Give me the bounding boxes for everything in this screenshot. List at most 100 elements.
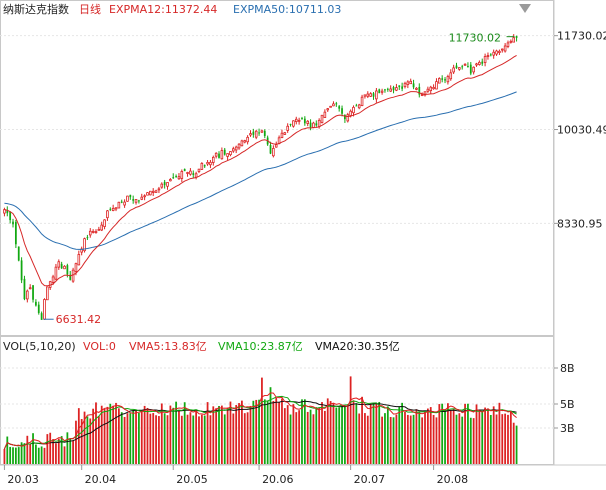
candle-body-up bbox=[246, 136, 249, 143]
date-tick-label: 20.05 bbox=[176, 473, 208, 486]
candle-body-up bbox=[243, 140, 247, 143]
candle-body-down bbox=[32, 285, 34, 300]
candle-body-up bbox=[200, 163, 204, 170]
candle-body-up bbox=[360, 96, 364, 106]
volume-bar-up bbox=[112, 405, 115, 464]
volume-bar-up bbox=[429, 407, 432, 464]
volume-bar-down bbox=[163, 413, 166, 464]
volume-bar-down bbox=[384, 413, 386, 464]
candle-body-down bbox=[203, 165, 206, 167]
volume-bar-down bbox=[138, 412, 140, 464]
volume-bar-up bbox=[375, 403, 378, 464]
volume-bar-up bbox=[326, 398, 329, 464]
ema50-line bbox=[4, 91, 517, 250]
date-tick-label: 20.04 bbox=[85, 473, 117, 486]
volume-bar-down bbox=[341, 405, 343, 464]
candle-body-down bbox=[218, 153, 220, 158]
period-label[interactable]: 日线 bbox=[79, 2, 101, 16]
volume-bar-up bbox=[186, 414, 189, 464]
volume-bar-up bbox=[332, 403, 335, 464]
candle-body-down bbox=[455, 65, 458, 69]
candle-body-up bbox=[357, 104, 361, 109]
collapse-arrow-icon[interactable] bbox=[519, 4, 531, 13]
volume-bar-down bbox=[489, 414, 492, 464]
volume-bar-up bbox=[278, 402, 280, 464]
volume-bar-up bbox=[447, 403, 449, 464]
candle-body-up bbox=[57, 261, 61, 268]
ema12-label: EXPMA12:11372.44 bbox=[109, 3, 217, 16]
volume-bar-down bbox=[9, 446, 12, 464]
volume-bar-up bbox=[306, 411, 309, 464]
volume-bar-up bbox=[415, 409, 418, 464]
volume-bar-up bbox=[198, 416, 200, 464]
candle-body-down bbox=[172, 177, 175, 179]
volume-bar-up bbox=[235, 405, 238, 464]
volume-bar-down bbox=[37, 447, 40, 464]
candle-body-down bbox=[289, 123, 292, 125]
volume-bar-down bbox=[467, 403, 469, 464]
candle-body-down bbox=[252, 131, 255, 135]
candle-body-up bbox=[420, 94, 424, 96]
volume-bar-down bbox=[218, 405, 220, 464]
candle-body-up bbox=[326, 108, 330, 111]
volume-bar-up bbox=[180, 415, 183, 464]
candle-body-up bbox=[111, 207, 115, 211]
volume-bar-up bbox=[149, 413, 152, 464]
candle-body-up bbox=[438, 78, 441, 84]
volume-tick-label: 8B bbox=[560, 362, 575, 375]
candle-body-down bbox=[138, 200, 140, 202]
volume-bar-up bbox=[123, 416, 126, 464]
candle-body-down bbox=[469, 64, 472, 74]
volume-bar-down bbox=[401, 402, 404, 464]
volume-bar-down bbox=[386, 406, 389, 464]
volume-bar-up bbox=[226, 407, 229, 464]
volume-bar-up bbox=[152, 413, 155, 464]
candle-body-up bbox=[83, 238, 86, 252]
candle-body-up bbox=[54, 266, 58, 280]
candle-body-up bbox=[100, 224, 103, 231]
volume-bar-down bbox=[469, 417, 472, 464]
candle-body-down bbox=[12, 221, 14, 225]
volume-bar-up bbox=[295, 412, 298, 464]
candle-body-down bbox=[40, 313, 43, 320]
candle-body-up bbox=[249, 133, 252, 136]
candle-body-up bbox=[423, 91, 427, 96]
volume-bar-down bbox=[481, 411, 484, 464]
candle-body-up bbox=[186, 172, 189, 174]
volume-bar-up bbox=[241, 400, 243, 464]
volume-bar-down bbox=[86, 416, 89, 464]
candle-body-up bbox=[283, 132, 287, 135]
volume-bar-up bbox=[472, 418, 475, 464]
candle-body-up bbox=[169, 179, 172, 182]
volume-bar-down bbox=[6, 436, 9, 464]
candle-body-down bbox=[344, 114, 346, 120]
volume-bar-up bbox=[346, 404, 349, 464]
candle-body-up bbox=[117, 201, 121, 209]
volume-bar-up bbox=[318, 407, 321, 464]
candle-body-up bbox=[226, 153, 229, 157]
price-tick-label: 11730.02 bbox=[557, 30, 606, 43]
volume-bar-up bbox=[478, 409, 481, 464]
volume-bar-down bbox=[203, 415, 206, 464]
candle-body-down bbox=[481, 61, 484, 64]
candle-body-up bbox=[406, 81, 410, 85]
vma10-label: VMA10:23.87亿 bbox=[218, 340, 303, 353]
volume-bar-down bbox=[120, 412, 123, 464]
candle-body-up bbox=[495, 50, 498, 55]
volume-bar-up bbox=[395, 414, 398, 464]
volume-bar-up bbox=[238, 403, 240, 464]
candle-body-down bbox=[386, 88, 389, 90]
volume-bar-up bbox=[200, 414, 203, 464]
volume-bar-down bbox=[335, 407, 338, 464]
candle-body-up bbox=[212, 156, 215, 163]
volume-bar-up bbox=[507, 414, 509, 464]
candle-body-down bbox=[335, 103, 338, 105]
volume-bar-up bbox=[438, 404, 441, 464]
candle-body-down bbox=[23, 278, 26, 300]
candle-body-down bbox=[69, 274, 72, 280]
candle-body-up bbox=[94, 231, 98, 234]
volume-bar-up bbox=[77, 408, 80, 464]
candle-body-up bbox=[506, 42, 510, 47]
volume-bar-up bbox=[43, 447, 46, 464]
